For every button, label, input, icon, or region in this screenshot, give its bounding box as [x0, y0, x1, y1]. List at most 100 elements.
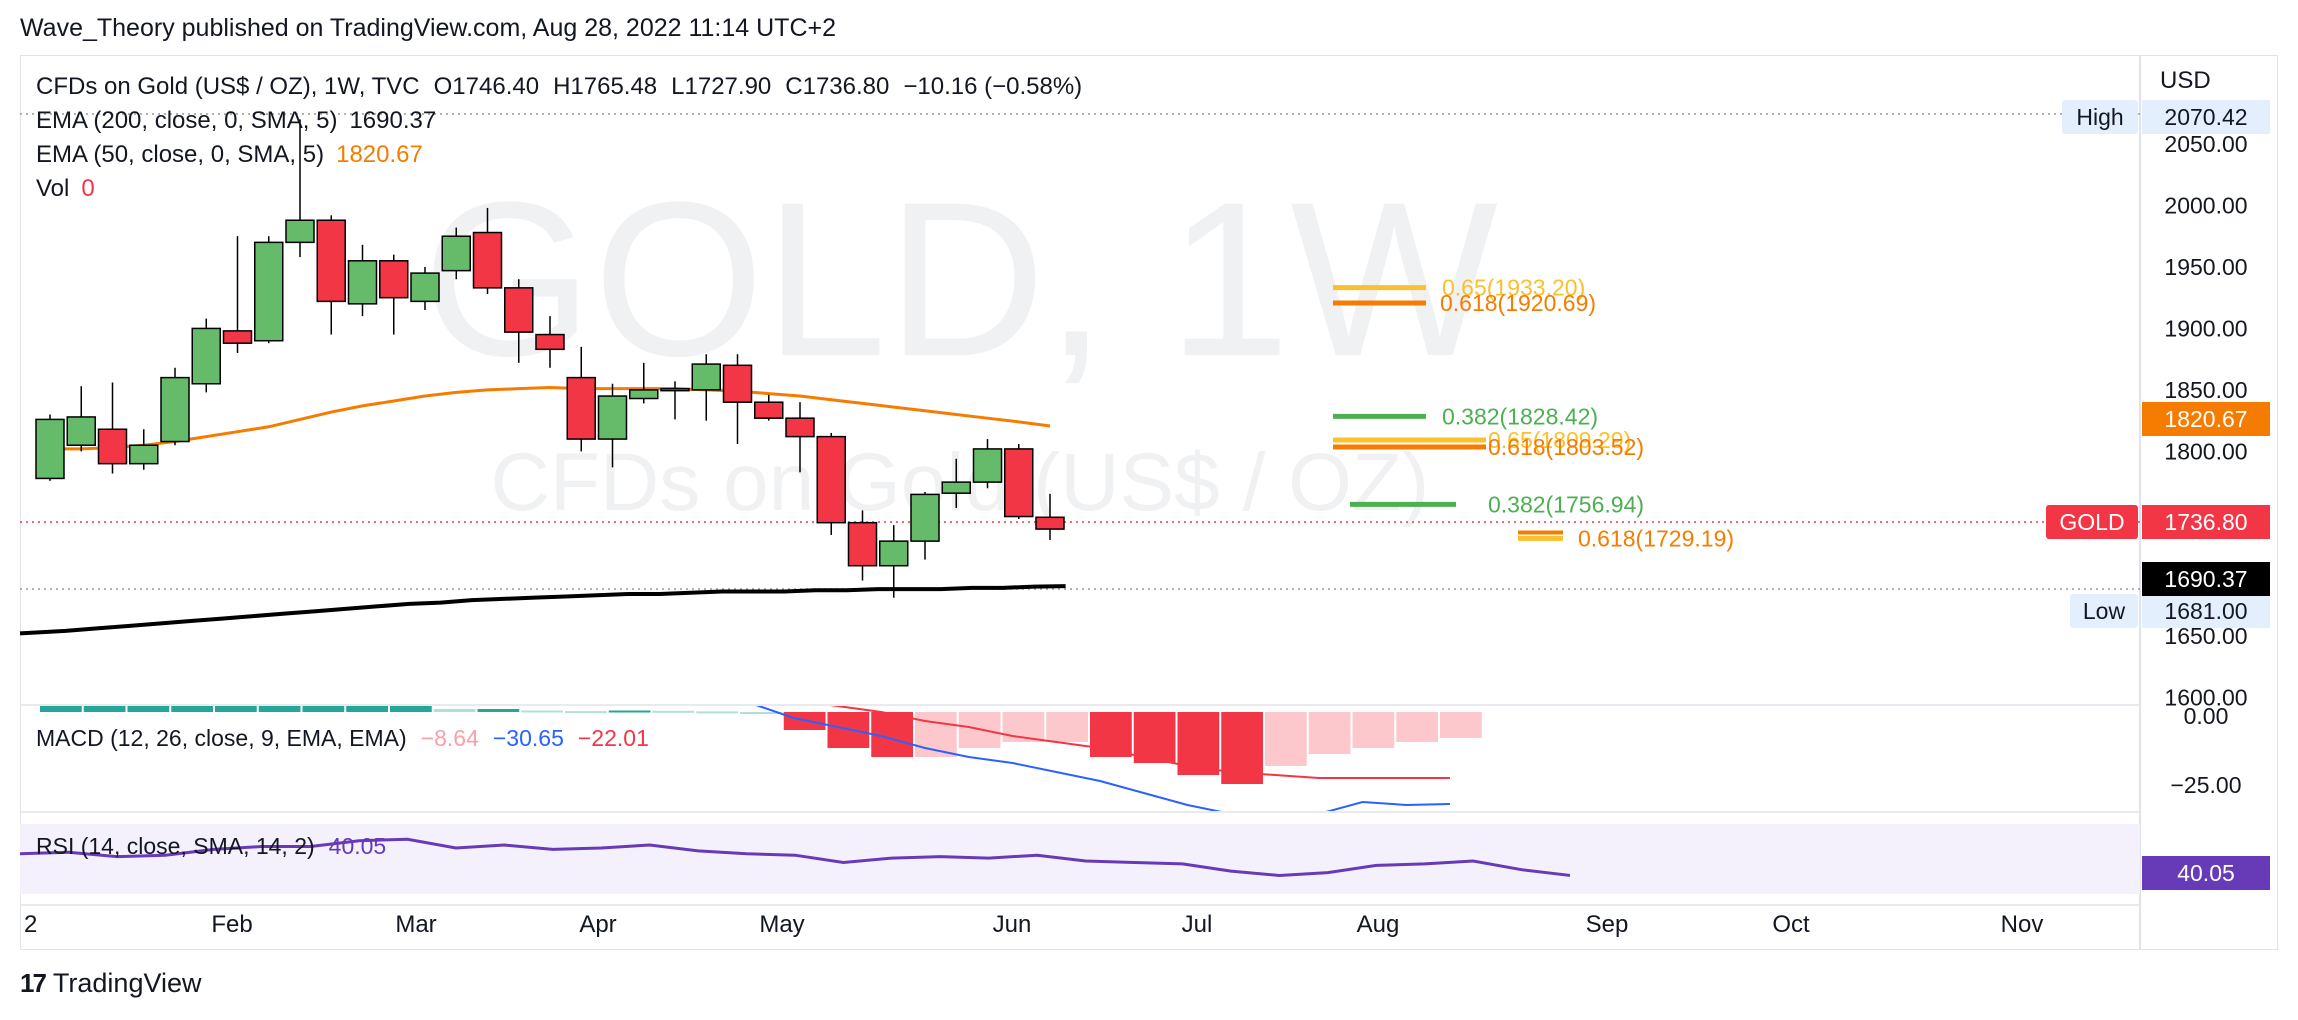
time-tick: Apr [579, 911, 616, 938]
currency-label: USD [2160, 67, 2211, 94]
candle-body [691, 363, 721, 391]
macd-histogram-bar [83, 706, 126, 712]
gold-label: GOLD [2059, 509, 2124, 535]
fib-label: 0.382(1828.42) [1442, 403, 1598, 429]
macd-histogram-bar [1265, 712, 1307, 766]
candle-body [629, 389, 659, 400]
time-tick: Jul [1182, 911, 1213, 938]
candle-body [722, 364, 753, 403]
candle-body [472, 231, 503, 289]
high-label: High [2076, 104, 2123, 130]
tradingview-logo-icon: 17 [20, 968, 47, 998]
ema50-badge: 1820.67 [2164, 406, 2247, 432]
candle-body [910, 493, 940, 542]
macd-histogram-bar [1440, 712, 1482, 738]
fib-label: 0.618(1803.52) [1488, 434, 1644, 460]
macd-histogram-bar [652, 710, 695, 713]
legend-ema50: EMA (50, close, 0, SMA, 5) 1820.67 [36, 141, 423, 168]
time-tick: Jun [993, 911, 1032, 938]
candle-body [347, 260, 378, 305]
price-tick: 2000.00 [2164, 192, 2247, 218]
candle-body [441, 235, 471, 272]
time-tick: 2 [24, 911, 37, 938]
macd-histogram-bar [1396, 712, 1438, 742]
price-tick: 1600.00 [2164, 684, 2247, 710]
macd-histogram-bar [346, 706, 388, 712]
low-label-box [2070, 594, 2138, 628]
legend-ema200: EMA (200, close, 0, SMA, 5) 1690.37 [36, 107, 436, 134]
candle-body [504, 287, 534, 333]
candle-body [597, 395, 628, 440]
time-tick: Nov [2001, 911, 2044, 938]
ema200-badge: 1690.37 [2164, 566, 2247, 592]
candle-body [35, 418, 65, 480]
low-value: 1681.00 [2164, 598, 2247, 624]
candle-body [410, 272, 440, 303]
candle-body [191, 327, 221, 385]
time-tick: Mar [395, 911, 436, 938]
legend-rsi: RSI (14, close, SMA, 14, 2) 40.05 [36, 833, 386, 859]
macd-histogram-bar [302, 706, 345, 712]
fib-layer: 0.65(1933.20)0.618(1920.69) 0.382(1828.42… [1333, 275, 1734, 551]
macd-histogram-bar [433, 709, 476, 712]
macd-histogram-bar [521, 710, 563, 713]
macd-histogram-bar [608, 710, 651, 713]
signal-line [830, 706, 1451, 780]
gold-value-box [2142, 505, 2270, 539]
high-value-box [2142, 100, 2270, 134]
price-tick: 1850.00 [2164, 377, 2247, 403]
macd-histogram-bar [1308, 712, 1351, 754]
fib-label: 0.618(1729.19) [1578, 525, 1734, 551]
rsi-line [19, 837, 1571, 878]
high-label-box [2062, 100, 2138, 134]
macd-histogram-bar [696, 711, 738, 714]
macd-histogram-bar [215, 706, 257, 712]
price-tick: 1900.00 [2164, 315, 2247, 341]
macd-tick-zero: 0.00 [2184, 703, 2229, 729]
legend-macd: MACD (12, 26, close, 9, EMA, EMA) −8.64 −3… [36, 725, 649, 751]
published-header: Wave_Theory published on TradingView.com… [20, 14, 837, 42]
fib-label: 0.382(1756.94) [1488, 491, 1644, 517]
macd-layer [40, 706, 1482, 811]
candle-body [941, 481, 971, 494]
ema50-line [50, 385, 1051, 451]
macd-histogram-bar [1352, 712, 1395, 748]
candle-body [972, 448, 1003, 483]
candle-body [1035, 516, 1065, 530]
macd-tick-neg25: −25.00 [2171, 772, 2242, 798]
high-value: 2070.42 [2164, 104, 2247, 130]
candle-body [660, 387, 690, 392]
watermark-big: GOLD, 1W [422, 156, 1498, 402]
macd-histogram-bar [258, 706, 301, 712]
candle-body [785, 417, 815, 438]
macd-histogram-bar [477, 709, 520, 712]
time-ticks-layer: 2 Feb Mar Apr May Jun Jul Aug Sep Oct Nov [24, 911, 2043, 938]
ema50-badge-box [2142, 402, 2270, 436]
macd-histogram-bar [565, 711, 607, 714]
candle-body [1004, 448, 1034, 518]
candle-body [566, 376, 596, 440]
candles-layer [35, 119, 1065, 598]
macd-histogram-bar [1133, 712, 1176, 763]
price-tick: 2050.00 [2164, 131, 2247, 157]
rsi-badge: 40.05 [2177, 860, 2235, 886]
candle-body [754, 401, 784, 419]
time-tick: Aug [1357, 911, 1400, 938]
candle-body [847, 521, 878, 567]
candle-body [160, 376, 190, 443]
time-tick: Sep [1586, 911, 1629, 938]
candle-body [816, 435, 846, 524]
rsi-badge-box [2142, 856, 2270, 890]
candle-body [254, 241, 284, 342]
candle-body [879, 540, 909, 567]
macd-histogram-bar [740, 712, 782, 714]
fib-label: 0.618(1920.69) [1440, 290, 1596, 316]
legend-symbol: CFDs on Gold (US$ / OZ), 1W, TVC O1746.40… [36, 73, 1082, 100]
legend-vol: Vol 0 [36, 175, 95, 202]
time-tick: Feb [211, 911, 252, 938]
macd-histogram-bar [390, 706, 432, 712]
gold-value: 1736.80 [2164, 509, 2247, 535]
candle-body [66, 416, 96, 446]
fib-label: 0.65(1933.20) [1442, 275, 1585, 301]
